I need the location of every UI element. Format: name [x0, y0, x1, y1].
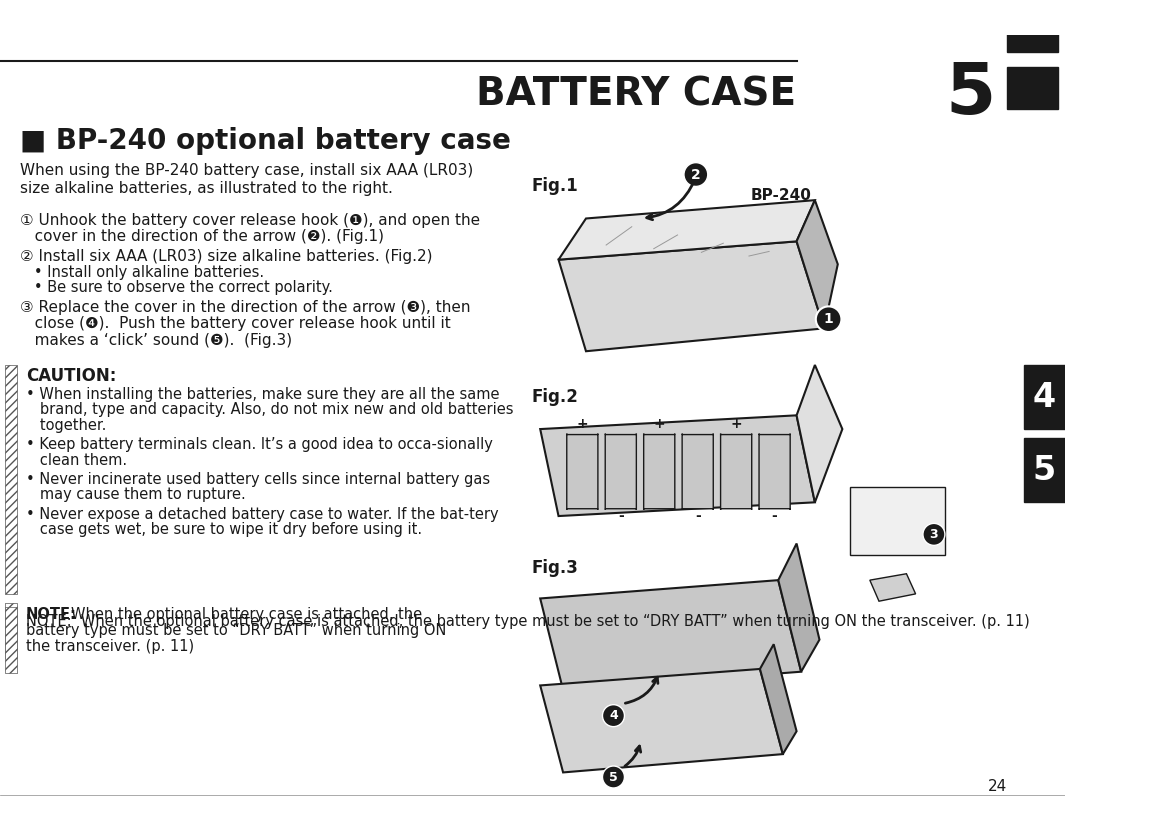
Polygon shape [797, 200, 837, 328]
Text: NOTE:  When the optional battery case is attached, the battery type must be set : NOTE: When the optional battery case is … [26, 614, 1029, 629]
Text: size alkaline batteries, as illustrated to the right.: size alkaline batteries, as illustrated … [20, 181, 393, 196]
Text: makes a ‘click’ sound (❺).  (Fig.3): makes a ‘click’ sound (❺). (Fig.3) [20, 333, 292, 348]
Text: battery type must be set to “DRY BATT” when turning ON: battery type must be set to “DRY BATT” w… [26, 623, 447, 638]
Text: +: + [577, 417, 588, 432]
Polygon shape [540, 416, 815, 516]
FancyBboxPatch shape [566, 433, 598, 510]
Text: +: + [654, 417, 665, 432]
Text: • Install only alkaline batteries.: • Install only alkaline batteries. [20, 265, 264, 280]
Circle shape [684, 163, 708, 186]
Text: may cause them to rupture.: may cause them to rupture. [26, 488, 245, 503]
Text: 5: 5 [609, 770, 618, 784]
Bar [1007, 26, 1057, 52]
Text: CAUTION:: CAUTION: [26, 367, 116, 385]
Text: • Be sure to observe the correct polarity.: • Be sure to observe the correct polarit… [20, 280, 333, 295]
Bar [5, 607, 17, 673]
Bar [5, 365, 17, 594]
Text: ② Install six AAA (LR03) size alkaline batteries. (Fig.2): ② Install six AAA (LR03) size alkaline b… [20, 250, 433, 265]
Polygon shape [870, 574, 915, 601]
Text: Fig.2: Fig.2 [531, 388, 578, 406]
Circle shape [923, 524, 944, 546]
Polygon shape [558, 241, 825, 351]
FancyBboxPatch shape [643, 433, 675, 510]
Text: close (❹).  Push the battery cover release hook until it: close (❹). Push the battery cover releas… [20, 316, 451, 331]
Text: • Keep battery terminals clean. It’s a good idea to occa-sionally: • Keep battery terminals clean. It’s a g… [26, 437, 492, 453]
Text: case gets wet, be sure to wipe it dry before using it.: case gets wet, be sure to wipe it dry be… [26, 522, 422, 537]
Circle shape [602, 705, 625, 727]
Polygon shape [540, 580, 801, 690]
FancyBboxPatch shape [683, 433, 713, 510]
Text: 4: 4 [1033, 380, 1055, 413]
Text: 24: 24 [987, 779, 1007, 794]
Text: BATTERY CASE: BATTERY CASE [477, 76, 797, 114]
Text: 4: 4 [609, 709, 618, 722]
FancyBboxPatch shape [721, 433, 751, 510]
Text: ■ BP-240 optional battery case: ■ BP-240 optional battery case [20, 127, 511, 155]
Text: cover in the direction of the arrow (❷). (Fig.1): cover in the direction of the arrow (❷).… [20, 230, 384, 245]
Text: 5: 5 [1033, 453, 1056, 487]
Bar [5, 603, 17, 658]
Text: together.: together. [26, 418, 106, 433]
Text: 1: 1 [823, 313, 834, 326]
FancyBboxPatch shape [850, 487, 944, 555]
Bar [1023, 365, 1065, 429]
Circle shape [815, 307, 842, 332]
Polygon shape [759, 644, 797, 754]
Circle shape [602, 766, 625, 788]
Text: ③ Replace the cover in the direction of the arrow (❸), then: ③ Replace the cover in the direction of … [20, 300, 471, 315]
Text: -: - [772, 509, 778, 523]
Polygon shape [797, 365, 842, 502]
Text: clean them.: clean them. [26, 453, 127, 468]
Text: Fig.3: Fig.3 [531, 559, 578, 577]
Bar [1007, 67, 1057, 109]
Text: • Never incinerate used battery cells since internal battery gas: • Never incinerate used battery cells si… [26, 472, 490, 487]
Text: • When installing the batteries, make sure they are all the same: • When installing the batteries, make su… [26, 387, 499, 401]
Text: BP-240: BP-240 [751, 188, 812, 203]
Text: -: - [694, 509, 700, 523]
Polygon shape [558, 200, 815, 260]
Polygon shape [540, 669, 783, 773]
Bar [0, 365, 20, 594]
Text: ① Unhook the battery cover release hook (❶), and open the: ① Unhook the battery cover release hook … [20, 213, 480, 228]
Text: When using the BP-240 battery case, install six AAA (LR03): When using the BP-240 battery case, inst… [20, 163, 473, 178]
FancyBboxPatch shape [759, 433, 790, 510]
Bar [1023, 438, 1065, 502]
Text: Fig.1: Fig.1 [531, 178, 578, 195]
Text: brand, type and capacity. Also, do not mix new and old batteries: brand, type and capacity. Also, do not m… [26, 402, 513, 417]
Text: 3: 3 [929, 528, 939, 541]
Text: 5: 5 [946, 60, 996, 129]
FancyBboxPatch shape [605, 433, 636, 510]
Text: • Never expose a detached battery case to water. If the bat-tery: • Never expose a detached battery case t… [26, 507, 498, 522]
Polygon shape [778, 544, 820, 672]
Text: the transceiver. (p. 11): the transceiver. (p. 11) [26, 639, 194, 654]
Text: +: + [730, 417, 742, 432]
Text: -: - [618, 509, 623, 523]
Text: NOTE:: NOTE: [26, 607, 77, 622]
Text: 2: 2 [691, 168, 701, 182]
Text: When the optional battery case is attached, the: When the optional battery case is attach… [71, 607, 422, 622]
